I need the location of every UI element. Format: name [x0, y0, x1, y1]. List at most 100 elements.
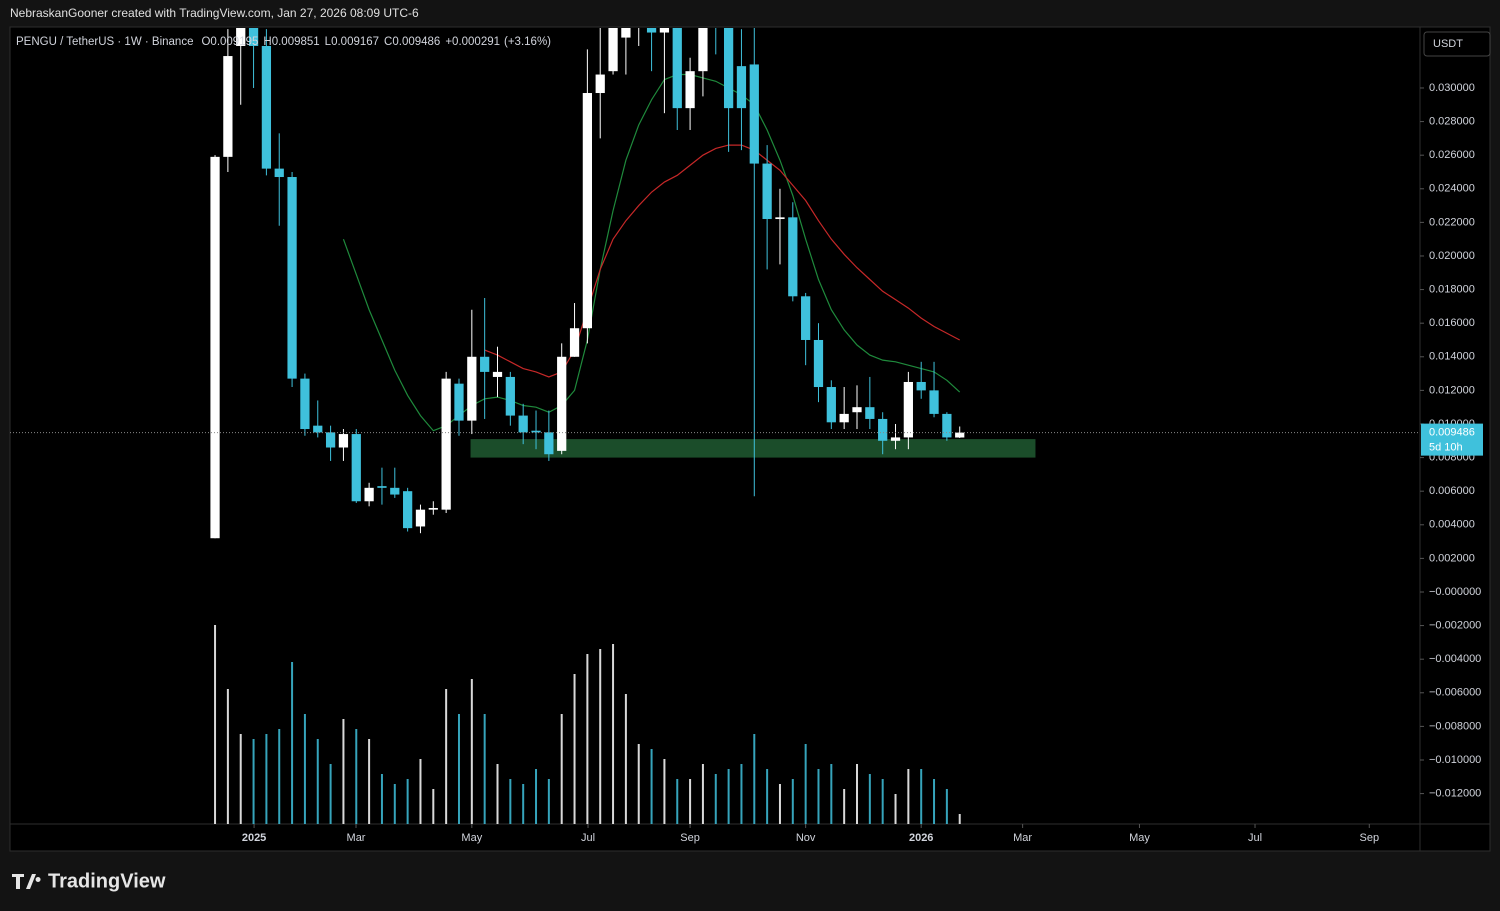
x-tick-label: May [461, 832, 482, 844]
candle-body [788, 217, 798, 297]
x-tick-label: Mar [1013, 832, 1032, 844]
volume-bar [894, 794, 897, 824]
countdown: 5d 10h [1429, 442, 1463, 454]
candle-body [672, 28, 682, 109]
candle-body [749, 64, 759, 164]
volume-bar [637, 744, 640, 824]
y-tick-label: −0.010000 [1429, 754, 1481, 766]
candle-body [736, 66, 747, 109]
volume-bar [226, 689, 229, 824]
candle-body [569, 328, 580, 357]
volume-bar [316, 739, 319, 824]
volume-bar [432, 789, 435, 824]
candle-body [274, 168, 284, 178]
y-tick-label: 0.018000 [1429, 283, 1475, 295]
volume-bar [380, 774, 383, 824]
candle-body [480, 356, 490, 372]
candle-body [801, 296, 811, 340]
volume-bar [445, 689, 448, 824]
volume-bar [560, 714, 563, 824]
h-key: H [263, 36, 271, 48]
l-value: 0.009167 [331, 36, 379, 48]
h-value: 0.009851 [272, 36, 320, 48]
candle-body [582, 93, 593, 329]
volume-bar [945, 789, 948, 824]
candle-body [608, 28, 618, 72]
x-tick-label: 2026 [909, 832, 933, 844]
volume-bar [714, 774, 717, 824]
candle-body [364, 487, 374, 502]
y-tick-label: −0.008000 [1429, 720, 1481, 732]
candle-body [903, 381, 913, 438]
candle-body [646, 28, 657, 33]
volume-bar [958, 814, 961, 824]
currency-button[interactable] [1423, 31, 1491, 57]
candle-body [210, 156, 220, 539]
volume-bar [586, 654, 589, 824]
candle-body [929, 390, 939, 414]
candle-body [248, 28, 259, 46]
o-value: 0.009195 [210, 36, 258, 48]
candle-body [505, 376, 515, 416]
candle-body [621, 28, 631, 38]
candle-body [325, 432, 336, 448]
candle-body [441, 378, 451, 510]
volume-bar [907, 769, 910, 824]
candle-body [313, 425, 323, 433]
currency-label: USDT [1433, 38, 1463, 50]
candle-body [351, 434, 361, 502]
credit: NebraskanGooner created with TradingView… [10, 6, 419, 20]
volume-bar [727, 769, 730, 824]
candle-body [878, 418, 888, 441]
volume-bar [676, 779, 679, 824]
x-tick-label: Jul [1248, 832, 1262, 844]
y-tick-label: −0.002000 [1429, 619, 1481, 631]
volume-bar [483, 714, 486, 824]
candle-body [261, 45, 272, 169]
y-tick-label: −0.006000 [1429, 687, 1481, 699]
legend: PENGU / TetherUS · 1W · Binance O0.009195… [16, 36, 551, 48]
candle-body [698, 28, 708, 72]
y-tick-label: −0.004000 [1429, 653, 1481, 665]
candle-body [223, 56, 233, 157]
volume-bar [740, 764, 743, 824]
volume-bar [933, 779, 936, 824]
volume-bar [342, 719, 345, 824]
x-tick-label: 2025 [242, 832, 266, 844]
candle-body [890, 437, 901, 441]
candle-body [428, 507, 438, 510]
volume-bar [599, 649, 602, 824]
volume-bar [329, 764, 332, 824]
volume-bar [830, 764, 833, 824]
candle-body [287, 177, 297, 379]
y-tick-label: 0.012000 [1429, 384, 1475, 396]
y-tick-label: −0.012000 [1429, 787, 1481, 799]
y-tick-label: 0.026000 [1429, 149, 1475, 161]
candle-body [775, 217, 785, 220]
brand: TradingView [48, 870, 166, 892]
volume-bar [920, 769, 923, 824]
volume-bar [355, 729, 358, 824]
volume-bar [689, 779, 692, 824]
c-key: C [384, 36, 392, 48]
x-tick-label: May [1129, 832, 1150, 844]
x-tick-label: Sep [680, 832, 700, 844]
y-tick-label: 0.006000 [1429, 485, 1475, 497]
volume-bar [368, 739, 371, 824]
candle-body [492, 371, 503, 377]
volume-bar [573, 674, 576, 824]
x-tick-label: Nov [796, 832, 816, 844]
volume-bar [663, 759, 666, 824]
c-value: 0.009486 [392, 36, 440, 48]
volume-bar [265, 734, 268, 824]
last-price-label: 0.009486 [1429, 427, 1475, 439]
volume-bar [393, 784, 396, 824]
candle-body [762, 163, 772, 220]
y-tick-label: 0.020000 [1429, 250, 1475, 262]
y-tick-label: 0.022000 [1429, 216, 1475, 228]
volume-bar [214, 625, 217, 824]
volume-bar [766, 769, 769, 824]
candle-body [723, 28, 734, 109]
